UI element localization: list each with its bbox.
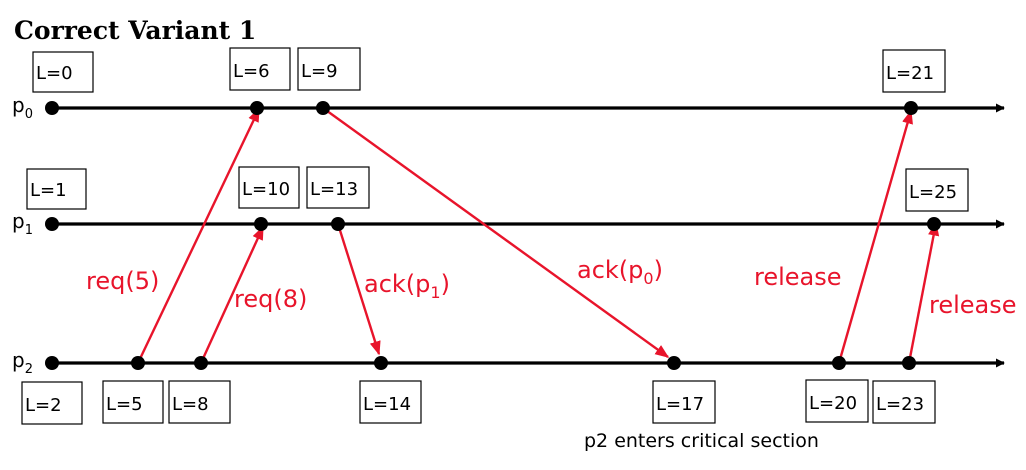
clock-box: L=1 xyxy=(26,168,87,210)
clock-box: L=2 xyxy=(21,381,83,425)
message-arrow-req5 xyxy=(136,107,261,364)
clock-box: L=17 xyxy=(652,380,716,424)
clock-box: L=23 xyxy=(872,380,936,424)
event-dot-p1-recv-release xyxy=(927,217,941,231)
event-dot-p0-recv-req5 xyxy=(250,101,264,115)
clock-box: L=9 xyxy=(297,47,361,91)
message-label-req5: req(5) xyxy=(86,267,159,295)
message-label-req8: req(8) xyxy=(234,285,307,313)
clock-label: L=14 xyxy=(363,394,411,415)
clock-label: L=17 xyxy=(656,394,704,415)
clock-label: L=6 xyxy=(233,61,270,82)
clock-label: L=1 xyxy=(30,180,67,201)
process-label-p1: p1 xyxy=(12,209,33,238)
message-label-ack-p1: ack(p1) xyxy=(364,270,450,302)
clock-box: L=8 xyxy=(168,380,231,424)
events xyxy=(45,101,941,370)
event-dot-p1-start xyxy=(45,217,59,231)
clock-box: L=14 xyxy=(359,380,422,424)
message-label-release-2: release xyxy=(929,291,1017,319)
event-dot-p2-recv-ack-p0 xyxy=(667,356,681,370)
process-label-p0: p0 xyxy=(12,93,33,122)
event-dot-p1-recv-req8 xyxy=(254,217,268,231)
event-dot-p2-send-req8 xyxy=(194,356,208,370)
event-dot-p2-recv-ack-p1 xyxy=(374,356,388,370)
clock-box: L=25 xyxy=(905,168,969,212)
clock-label: L=21 xyxy=(886,63,934,84)
clock-label: L=13 xyxy=(310,179,358,200)
clock-box: L=6 xyxy=(229,47,291,91)
event-dot-p0-send-ack xyxy=(316,101,330,115)
message-arrow-ack-p0 xyxy=(322,107,670,358)
message-arrow-ack-p1 xyxy=(336,223,381,356)
clock-box: L=10 xyxy=(238,166,300,209)
clock-label: L=25 xyxy=(909,182,957,203)
clock-label: L=5 xyxy=(106,394,143,415)
event-dot-p2-send-release2 xyxy=(902,356,916,370)
event-dot-p0-recv-release xyxy=(904,101,918,115)
clock-box: L=5 xyxy=(102,380,164,424)
event-dot-p2-send-req5 xyxy=(131,356,145,370)
clock-label: L=0 xyxy=(36,63,73,84)
message-label-ack-p0: ack(p0) xyxy=(577,256,663,288)
message-arrow-release-p1 xyxy=(907,221,940,364)
clock-label: L=20 xyxy=(809,393,857,414)
message-label-release-1: release xyxy=(754,263,842,291)
message-arrow-release-p0 xyxy=(837,109,913,364)
clock-box: L=20 xyxy=(805,379,869,423)
clock-label: L=2 xyxy=(25,395,62,416)
clock-box: L=13 xyxy=(306,166,370,209)
critical-section-note: p2 enters critical section xyxy=(584,430,819,452)
message-arrow-req8 xyxy=(199,225,265,364)
event-dot-p0-start xyxy=(45,101,59,115)
clock-box: L=0 xyxy=(32,51,94,93)
clock-box: L=21 xyxy=(882,49,946,93)
clock-label: L=9 xyxy=(301,61,338,82)
clock-label: L=23 xyxy=(876,394,924,415)
event-dot-p2-send-release1 xyxy=(832,356,846,370)
clock-label: L=10 xyxy=(242,179,290,200)
event-dot-p2-start xyxy=(45,356,59,370)
event-dot-p1-send-ack xyxy=(331,217,345,231)
diagram-title: Correct Variant 1 xyxy=(14,16,256,45)
clock-label: L=8 xyxy=(172,394,209,415)
process-label-p2: p2 xyxy=(12,348,33,377)
